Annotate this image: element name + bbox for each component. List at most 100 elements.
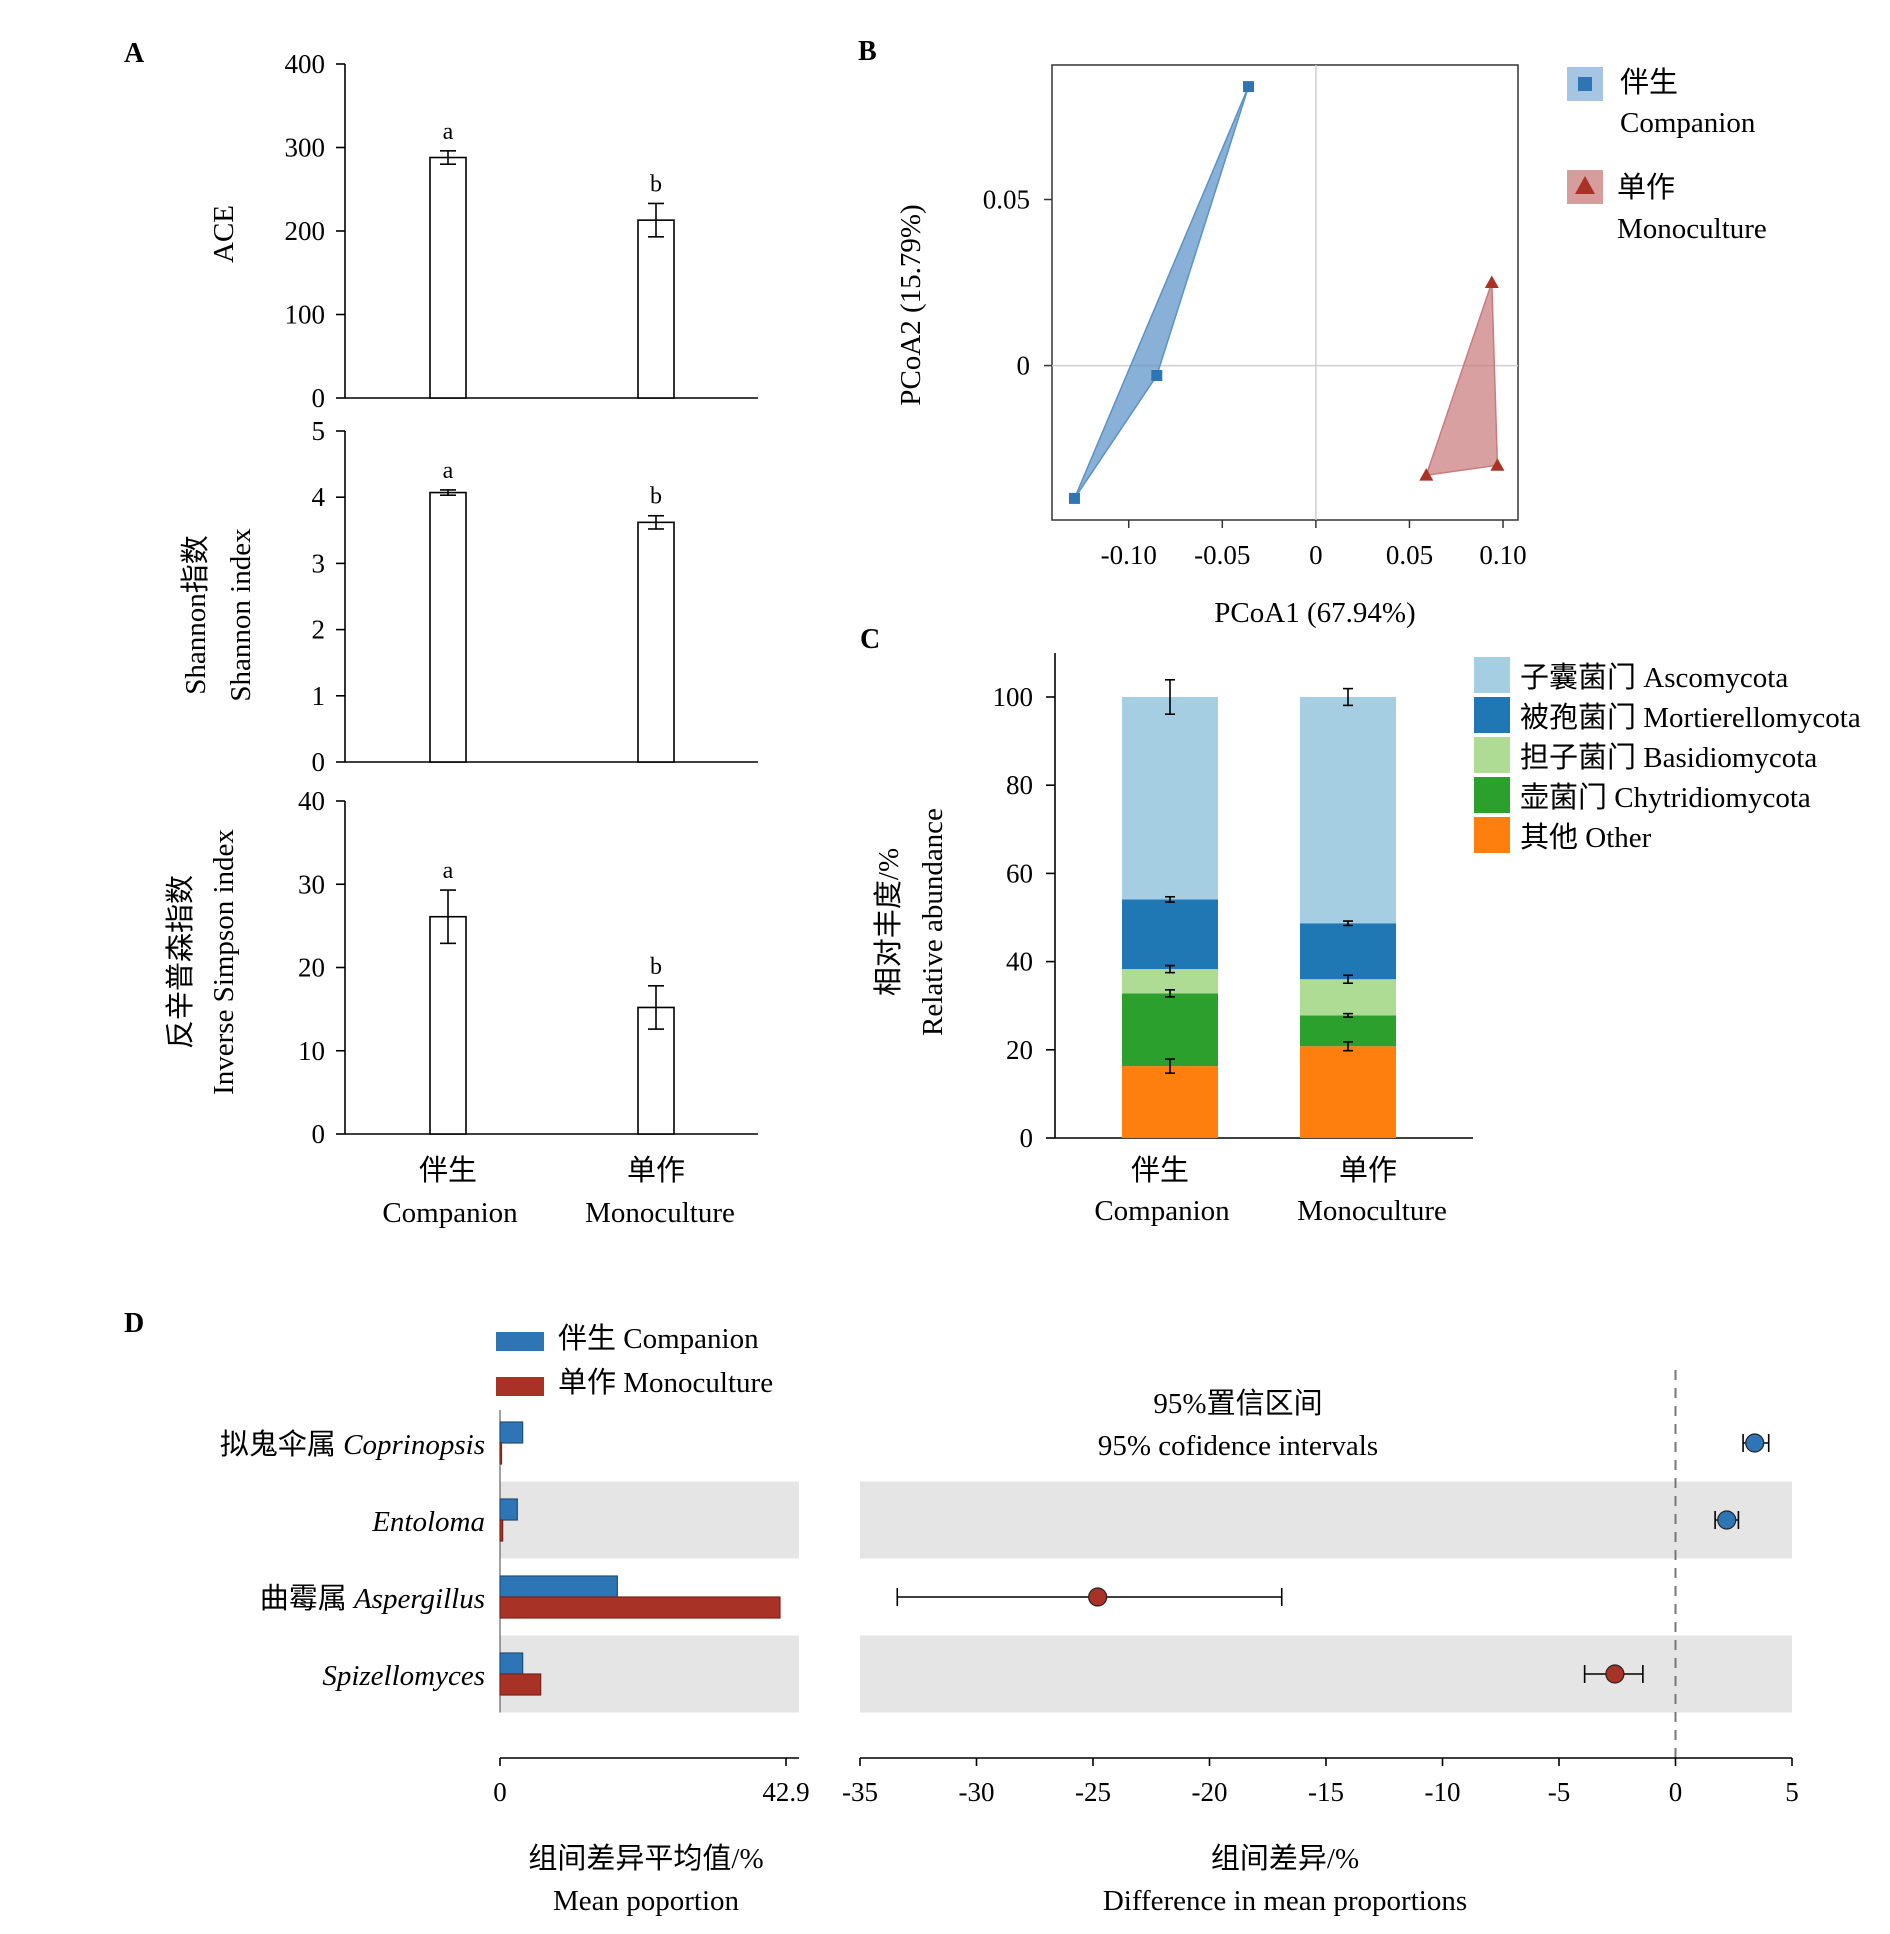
composition-legend-label: 担子菌门 Basidiomycota xyxy=(1520,741,1817,774)
taxon-label: 曲霉属 Aspergillus xyxy=(260,1583,485,1615)
legend-d-monoculture-swatch xyxy=(496,1377,544,1396)
simpson-ytick-label: 10 xyxy=(298,1036,325,1066)
composition-ytick-label: 40 xyxy=(1006,947,1033,977)
legend-d-monoculture-label: 单作 Monoculture xyxy=(558,1366,773,1399)
ci-point xyxy=(1745,1433,1765,1453)
simpson-ylabel-cn: 反辛普森指数 xyxy=(164,875,197,1049)
composition-legend-swatch xyxy=(1474,737,1510,773)
panel-label-b: B xyxy=(858,36,877,67)
mean-bar xyxy=(499,1442,503,1465)
legend-companion-marker xyxy=(1578,77,1592,91)
shannon-ytick-label: 3 xyxy=(312,548,326,578)
simpson-sig-letter: a xyxy=(443,858,454,884)
ci-xlabel-en: Difference in mean proportions xyxy=(1103,1885,1467,1917)
composition-segment xyxy=(1300,923,1396,980)
panel-label-c: C xyxy=(860,624,880,655)
legend-monoculture-cn: 单作 xyxy=(1617,171,1675,204)
ci-xtick-label: 0 xyxy=(1669,1777,1683,1807)
mean-xtick-label: 0 xyxy=(493,1777,507,1807)
row-shading xyxy=(860,1635,1792,1713)
ace-ytick-label: 300 xyxy=(285,133,326,163)
ci-xtick-label: -35 xyxy=(842,1777,878,1807)
pcoa-ylabel: PCoA2 (15.79%) xyxy=(895,204,927,405)
shannon-bar xyxy=(429,491,467,763)
ci-xtick-label: -15 xyxy=(1308,1777,1344,1807)
composition-segment xyxy=(1122,697,1218,900)
simpson-bar xyxy=(429,915,467,1135)
composition-ylabel-cn: 相对丰度/% xyxy=(872,848,905,996)
composition-xtick-companion-cn: 伴生 xyxy=(1131,1154,1189,1187)
pcoa-xlabel: PCoA1 (67.94%) xyxy=(1214,597,1415,629)
panel-b-pcoa: PCoA1 (67.94%) PCoA2 (15.79%) 伴生 Compani… xyxy=(895,64,1767,629)
ci-title-en: 95% cofidence intervals xyxy=(1098,1430,1378,1462)
pcoa-point-monoculture xyxy=(1490,458,1505,471)
composition-legend-swatch xyxy=(1474,777,1510,813)
composition-segment xyxy=(1300,697,1396,924)
pcoa-point-monoculture xyxy=(1484,275,1499,289)
composition-legend-label: 壶菌门 Chytridiomycota xyxy=(1520,781,1811,814)
taxon-label: Entoloma xyxy=(371,1506,485,1538)
composition-segment xyxy=(1122,899,1218,970)
composition-ytick-label: 100 xyxy=(993,682,1034,712)
composition-legend-label: 其他 Other xyxy=(1520,821,1652,854)
composition-ylabel-en: Relative abundance xyxy=(917,808,949,1036)
ci-xtick-label: 5 xyxy=(1785,1777,1799,1807)
ci-point xyxy=(1717,1510,1737,1530)
ace-bar xyxy=(429,156,467,399)
shannon-ytick-label: 2 xyxy=(312,615,326,645)
ci-xtick-label: -30 xyxy=(959,1777,995,1807)
pcoa-point-companion xyxy=(1151,370,1163,382)
mean-xtick-label: 42.9 xyxy=(762,1777,809,1807)
simpson-ytick-label: 20 xyxy=(298,953,325,983)
pcoa-xtick-label: -0.10 xyxy=(1101,540,1157,570)
ace-bar xyxy=(637,219,675,399)
xtick-monoculture-cn: 单作 xyxy=(627,1154,685,1187)
ace-sig-letter: a xyxy=(443,119,454,145)
pcoa-point-companion xyxy=(1243,81,1255,93)
mean-bar xyxy=(499,1652,524,1675)
composition-xtick-monoculture-en: Monoculture xyxy=(1297,1195,1447,1227)
legend-monoculture-marker xyxy=(1575,176,1595,194)
mean-bar xyxy=(499,1575,618,1598)
composition-ytick-label: 80 xyxy=(1006,770,1033,800)
simpson-ylabel-en: Inverse Simpson index xyxy=(208,829,240,1095)
taxon-label: 拟鬼伞属 Coprinopsis xyxy=(220,1428,485,1461)
mean-bar xyxy=(499,1421,524,1444)
panel-c-composition: 相对丰度/% Relative abundance 伴生 Companion 单… xyxy=(872,653,1861,1227)
shannon-ytick-label: 4 xyxy=(312,482,326,512)
pcoa-point-monoculture xyxy=(1419,468,1434,481)
ci-xtick-label: -10 xyxy=(1425,1777,1461,1807)
row-shading xyxy=(500,1635,799,1713)
panel-label-d: D xyxy=(124,1308,144,1339)
legend-companion-en: Companion xyxy=(1620,107,1756,139)
simpson-ytick-label: 0 xyxy=(312,1119,326,1149)
composition-legend-swatch xyxy=(1474,657,1510,693)
ci-xtick-label: -25 xyxy=(1075,1777,1111,1807)
ci-point xyxy=(1605,1664,1625,1684)
pcoa-hull-companion xyxy=(1073,86,1250,499)
shannon-ytick-label: 5 xyxy=(312,416,326,446)
mean-xlabel-en: Mean poportion xyxy=(553,1885,740,1917)
panel-a-alpha-diversity: ACE Shannon指数 Shannon index 反辛普森指数 Inver… xyxy=(164,49,758,1229)
row-shading xyxy=(500,1481,799,1559)
ace-ytick-label: 200 xyxy=(285,216,326,246)
composition-legend-swatch xyxy=(1474,817,1510,853)
composition-legend-label: 被孢菌门 Mortierellomycota xyxy=(1520,701,1861,734)
ace-ytick-label: 0 xyxy=(312,383,326,413)
ci-point xyxy=(1088,1587,1108,1607)
legend-d-companion-label: 伴生 Companion xyxy=(558,1322,759,1355)
composition-legend-label: 子囊菌门 Ascomycota xyxy=(1520,661,1788,694)
simpson-sig-letter: b xyxy=(650,954,662,980)
composition-ytick-label: 0 xyxy=(1020,1123,1034,1153)
ci-title-cn: 95%置信区间 xyxy=(1153,1387,1322,1420)
shannon-ytick-label: 0 xyxy=(312,747,326,777)
panel-label-a: A xyxy=(124,38,145,69)
composition-segment xyxy=(1300,1046,1396,1138)
legend-companion-cn: 伴生 xyxy=(1620,66,1678,99)
xtick-companion-en: Companion xyxy=(382,1197,518,1229)
shannon-ytick-label: 1 xyxy=(312,681,326,711)
composition-ytick-label: 20 xyxy=(1006,1035,1033,1065)
shannon-sig-letter: a xyxy=(443,458,454,484)
composition-segment xyxy=(1122,1066,1218,1138)
